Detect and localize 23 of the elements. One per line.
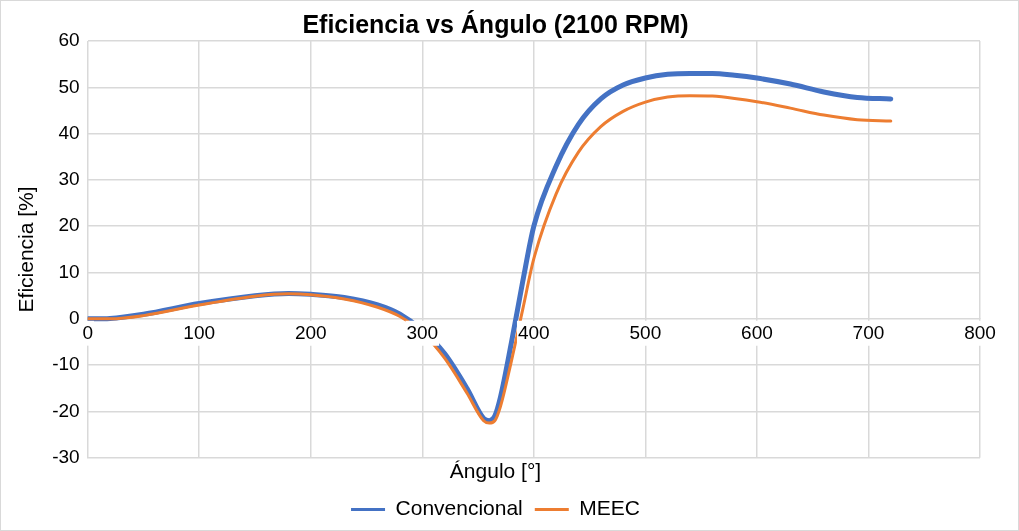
- x-tick-label: 200: [294, 321, 327, 343]
- legend-label: Convencional: [395, 496, 523, 520]
- y-tick-label: 20: [58, 214, 80, 236]
- x-tick-label: 500: [629, 321, 662, 343]
- y-tick-label: 0: [69, 307, 80, 329]
- x-axis-title: Ángulo [°]: [449, 459, 542, 483]
- x-tick-label: 700: [852, 321, 885, 343]
- x-tick-label: 300: [406, 321, 439, 343]
- y-tick-label: -30: [52, 446, 80, 468]
- y-tick-label: 40: [58, 121, 80, 143]
- y-tick-label: 30: [58, 168, 80, 190]
- x-tick-label: 100: [183, 321, 216, 343]
- y-tick-label: 50: [58, 75, 80, 97]
- y-tick-label: 10: [58, 260, 80, 282]
- x-tick-label: 600: [741, 321, 773, 343]
- legend-label: MEEC: [579, 496, 640, 520]
- x-tick-label: 400: [517, 321, 550, 343]
- y-tick-label: 60: [58, 29, 80, 51]
- x-tick-label: 800: [964, 321, 996, 343]
- y-axis-title: Eficiencia [%]: [14, 186, 38, 313]
- y-tick-label: -10: [52, 353, 80, 375]
- chart-title: Eficiencia vs Ángulo (2100 RPM): [302, 9, 689, 38]
- y-tick-label: -20: [52, 399, 80, 421]
